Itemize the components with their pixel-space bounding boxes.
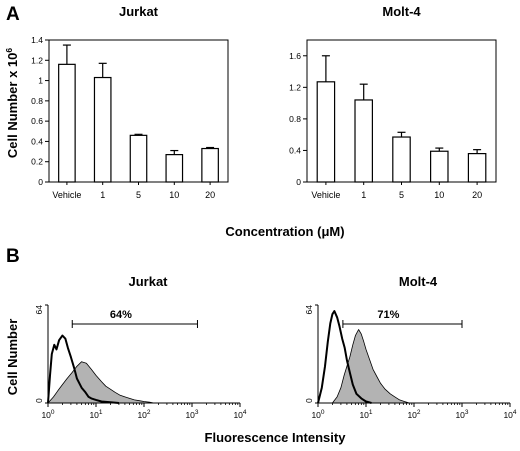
x-tick-label: 100 [41, 409, 54, 420]
bar-Vehicle [316, 81, 336, 183]
chart-title: Jurkat [119, 4, 159, 19]
y-tick-label: 1.2 [289, 82, 301, 92]
y-tick-label: 0 [304, 398, 314, 403]
x-tick-label: 5 [399, 190, 404, 200]
x-tick-label: Vehicle [311, 190, 340, 200]
x-tick-label: 20 [472, 190, 482, 200]
x-tick-label: 1 [100, 190, 105, 200]
bar-chart-jurkat: Jurkat 0 0.2 0.4 0.6 0.8 1 1.2 1.4 Vehicle 1 5 10 20 [31, 4, 229, 200]
y-tick-label: 1.2 [31, 55, 43, 65]
y-tick-label: 0.2 [31, 157, 43, 167]
y-tick-label: 1.6 [289, 51, 301, 61]
bar-Vehicle [58, 63, 76, 183]
x-tick-label: 102 [407, 409, 420, 420]
x-tick-label: Vehicle [52, 190, 81, 200]
gate-percentage: 64% [110, 309, 132, 321]
x-tick-label: 10 [434, 190, 444, 200]
panel-b-x-axis-label: Fluorescence Intensity [205, 430, 347, 445]
y-tick-label: 0.6 [31, 116, 43, 126]
x-tick-label: 100 [311, 409, 324, 420]
bar-1 [354, 99, 373, 183]
y-tick-label: 0.8 [289, 114, 301, 124]
y-tick-label: 0 [296, 177, 301, 187]
y-tick-label: 0.8 [31, 96, 43, 106]
bar-10 [165, 154, 184, 183]
panel-label-a: A [6, 4, 20, 25]
histogram-jurkat: Jurkat 0 64 100 101 102 103 104 64% [34, 274, 247, 420]
y-tick-label: 64 [34, 305, 44, 315]
histogram-stained [47, 361, 155, 404]
histogram-stained [332, 329, 410, 404]
chart-title: Jurkat [128, 274, 168, 289]
x-tick-label: 101 [89, 409, 102, 420]
x-tick-label: 104 [503, 409, 516, 420]
chart-title: Molt-4 [382, 4, 421, 19]
y-tick-label: 1 [38, 76, 43, 86]
x-tick-label: 103 [455, 409, 468, 420]
y-tick-label: 0 [34, 398, 44, 403]
x-tick-label: 102 [137, 409, 150, 420]
x-tick-label: 20 [205, 190, 215, 200]
histogram-control [47, 334, 119, 404]
x-tick-label: 101 [359, 409, 372, 420]
bar-20 [467, 153, 487, 183]
panel-b-y-axis-label: Cell Number [5, 319, 20, 396]
bar-20 [201, 147, 219, 183]
x-tick-label: 103 [185, 409, 198, 420]
y-tick-label: 0.4 [289, 145, 301, 155]
x-tick-label: 104 [233, 409, 246, 420]
bar-5 [392, 136, 411, 183]
histogram-control [317, 310, 372, 404]
x-tick-label: 10 [169, 190, 179, 200]
y-tick-label: 0.4 [31, 136, 43, 146]
histogram-molt-4: Molt-4 0 64 100 101 102 103 104 71% [304, 274, 517, 420]
chart-title: Molt-4 [399, 274, 438, 289]
x-tick-label: 1 [361, 190, 366, 200]
panel-a-x-axis-label: Concentration (μM) [225, 224, 344, 239]
bar-chart-molt-4: Molt-4 0 0.4 0.8 1.2 1.6 Vehicle 1 5 10 20 [289, 4, 497, 200]
y-tick-label: 0 [38, 177, 43, 187]
panel-label-b: B [6, 246, 20, 267]
bar-1 [93, 76, 112, 183]
bar-5 [129, 134, 148, 183]
bar-10 [430, 150, 449, 183]
y-tick-label: 1.4 [31, 35, 43, 45]
panel-a-y-axis-label: Cell Number x 106 [4, 48, 20, 159]
gate-percentage: 71% [377, 309, 399, 321]
y-tick-label: 64 [304, 305, 314, 315]
x-tick-label: 5 [136, 190, 141, 200]
